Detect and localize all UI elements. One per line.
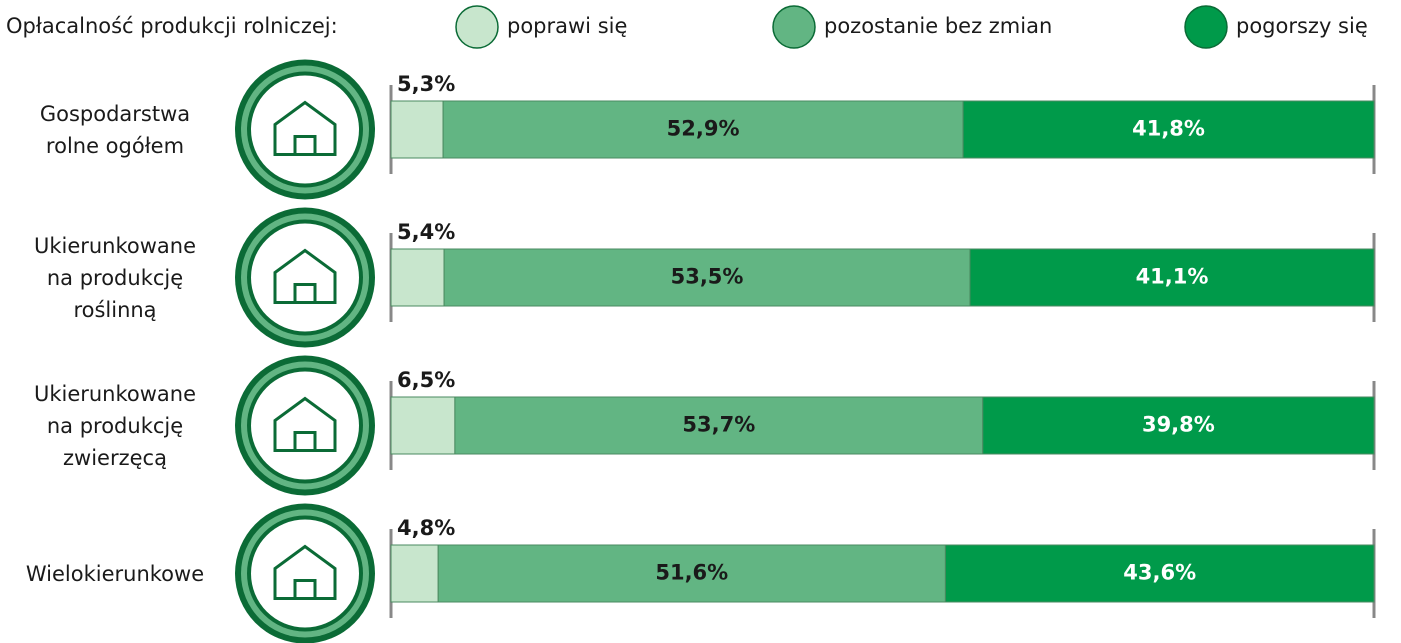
value-label: 4,8% [397,516,455,540]
bar-segment [962,100,1375,159]
category-label: Gospodarstwa rolne ogółem [39,101,191,158]
bar-segment [454,396,984,455]
category-icon [235,59,375,200]
value-label: 51,6% [655,561,728,585]
value-label: 39,8% [1142,413,1215,437]
bar-segment [969,248,1375,307]
bar-segment [443,248,971,307]
value-label: 6,5% [397,368,455,392]
legend-swatch [772,5,816,49]
legend-label: poprawi się [507,14,627,38]
bar-segment [944,544,1375,603]
bar-segment [390,248,445,307]
legend-label: pogorszy się [1236,14,1368,38]
icon-ring [251,519,359,628]
value-label: 43,6% [1123,561,1196,585]
value-label: 5,4% [397,220,455,244]
bar-segment [442,100,964,159]
value-label: 5,3% [397,72,455,96]
bar-segment [982,396,1375,455]
legend-swatch [1184,5,1228,49]
icon-ring [251,371,359,480]
bar-segment [437,544,946,603]
icon-ring [251,75,359,184]
icon-glyph [273,100,337,156]
category-label: Wielokierunkowe [25,561,205,586]
legend-label: pozostanie bez zmian [824,14,1052,38]
legend-title: Opłacalność produkcji rolniczej: [6,14,338,38]
bar-segment [390,544,439,603]
category-icon [235,207,375,348]
value-label: 52,9% [667,117,740,141]
value-label: 53,7% [682,413,755,437]
bar-segment [390,100,444,159]
value-label: 53,5% [671,265,744,289]
category-icon [235,355,375,496]
bar-segment [390,396,456,455]
category-icon [235,503,375,643]
icon-glyph [273,396,337,452]
category-label: Ukierunkowane na produkcję roślinną [33,233,197,322]
icon-glyph [273,544,337,600]
legend-swatch [455,5,499,49]
value-label: 41,8% [1132,117,1205,141]
category-label: Ukierunkowane na produkcję zwierzęcą [33,381,197,470]
icon-glyph [273,248,337,304]
icon-ring [251,223,359,332]
value-label: 41,1% [1136,265,1209,289]
